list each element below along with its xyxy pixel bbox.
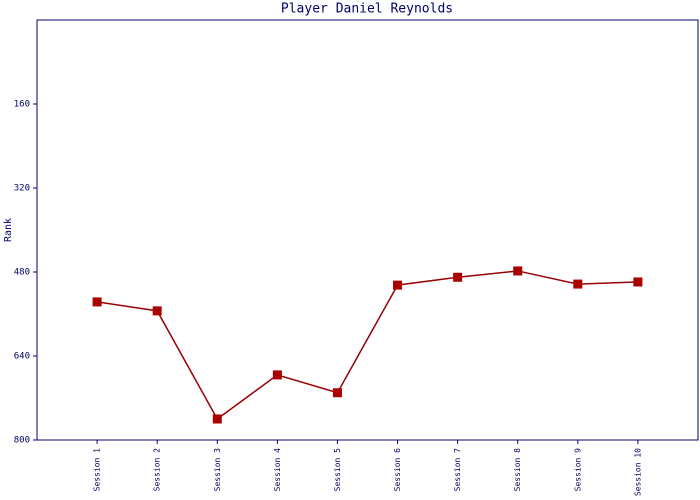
x-tick-label: Session 9 bbox=[573, 448, 582, 492]
x-tick-label: Session 1 bbox=[93, 448, 102, 492]
y-axis-label: Rank bbox=[3, 218, 14, 242]
point-marker bbox=[152, 306, 162, 316]
point-marker bbox=[513, 266, 523, 276]
x-tick-label: Session 7 bbox=[453, 448, 462, 492]
point-marker bbox=[393, 280, 403, 290]
x-tick-label: Session 4 bbox=[273, 448, 282, 492]
x-tick-label: Session 3 bbox=[213, 448, 222, 492]
x-tick-label: Session 10 bbox=[633, 448, 642, 496]
point-marker bbox=[92, 297, 102, 307]
series-line bbox=[96, 270, 638, 421]
y-tick-label: 480 bbox=[14, 268, 30, 278]
point-marker bbox=[212, 414, 222, 424]
x-tick-label: Session 6 bbox=[393, 448, 402, 492]
y-tick-label: 800 bbox=[14, 436, 30, 446]
y-tick-label: 160 bbox=[14, 100, 30, 110]
point-marker bbox=[453, 272, 463, 282]
chart-title: Player Daniel Reynolds bbox=[281, 2, 453, 17]
x-tick-label: Session 8 bbox=[513, 448, 522, 492]
y-tick-label: 640 bbox=[14, 352, 30, 362]
plot-frame bbox=[36, 19, 699, 441]
x-tick-label: Session 2 bbox=[153, 448, 162, 492]
point-marker bbox=[633, 277, 643, 287]
point-marker bbox=[332, 388, 342, 398]
point-marker bbox=[573, 279, 583, 289]
point-marker bbox=[272, 370, 282, 380]
x-tick-label: Session 5 bbox=[333, 448, 342, 492]
y-tick-label: 320 bbox=[14, 184, 30, 194]
